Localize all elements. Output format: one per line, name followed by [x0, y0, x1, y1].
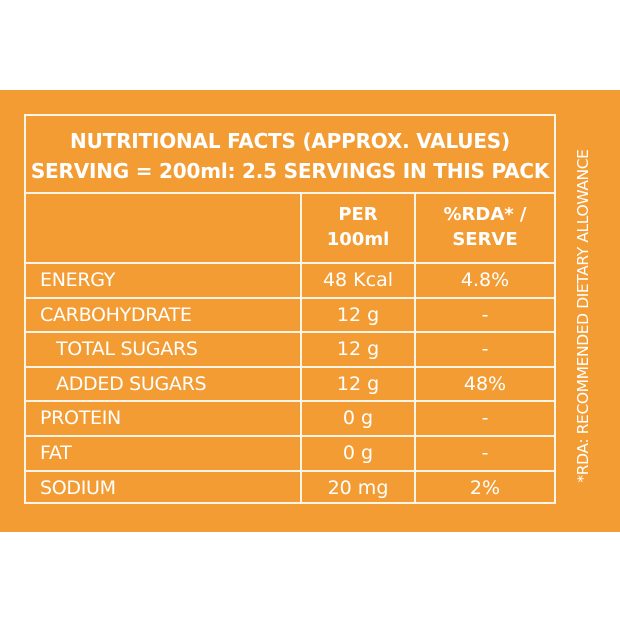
table-row: FAT 0 g - — [26, 437, 554, 472]
nutrient-name: ADDED SUGARS — [56, 372, 207, 395]
column-header-per-100ml: PER 100ml — [302, 202, 414, 252]
nutrition-label-panel: NUTRITIONAL FACTS (APPROX. VALUES) SERVI… — [0, 90, 620, 532]
nutrient-name: SODIUM — [40, 476, 116, 499]
table-row: ENERGY 48 Kcal 4.8% — [26, 264, 554, 299]
column-header-rda-line1: %RDA* / — [443, 204, 527, 225]
nutrient-name: CARBOHYDRATE — [40, 303, 192, 326]
table-row: PROTEIN 0 g - — [26, 402, 554, 437]
column-divider — [414, 194, 416, 502]
rda-footnote-text: *RDA: RECOMMENDED DIETARY ALLOWANCE — [574, 149, 592, 483]
per-100ml-value: 0 g — [342, 407, 374, 430]
nutrient-rows: ENERGY 48 Kcal 4.8% CARBOHYDRATE 12 g - … — [26, 264, 554, 506]
rda-value: - — [481, 407, 489, 430]
column-divider — [300, 194, 302, 502]
rda-value: 2% — [469, 476, 501, 499]
per-100ml-value: 12 g — [336, 303, 380, 326]
table-row: SODIUM 20 mg 2% — [26, 472, 554, 507]
nutrient-name: PROTEIN — [40, 407, 121, 430]
table-row: TOTAL SUGARS 12 g - — [26, 333, 554, 368]
per-100ml-value: 20 mg — [327, 476, 389, 499]
rda-value: - — [481, 338, 489, 361]
column-header-rda: %RDA* / SERVE — [416, 202, 554, 252]
column-header-row: PER 100ml %RDA* / SERVE — [26, 194, 554, 264]
rda-value: - — [481, 303, 489, 326]
nutrient-name: FAT — [40, 441, 72, 464]
per-100ml-value: 12 g — [336, 338, 380, 361]
column-header-rda-line2: SERVE — [452, 229, 518, 250]
table-row: ADDED SUGARS 12 g 48% — [26, 368, 554, 403]
column-header-per-100ml-line2: 100ml — [326, 229, 390, 250]
nutrient-name: ENERGY — [40, 269, 116, 291]
per-100ml-value: 48 Kcal — [322, 269, 394, 291]
per-100ml-value: 0 g — [342, 441, 374, 464]
nutrient-name: TOTAL SUGARS — [56, 338, 198, 361]
table-row: CARBOHYDRATE 12 g - — [26, 299, 554, 334]
heading-serving-info: SERVING = 200ml: 2.5 SERVINGS IN THIS PA… — [30, 159, 550, 183]
rda-value: 4.8% — [460, 269, 510, 291]
rda-value: 48% — [463, 372, 507, 395]
rda-value: - — [481, 441, 489, 464]
column-header-per-100ml-line1: PER — [338, 204, 378, 225]
per-100ml-value: 12 g — [336, 372, 380, 395]
nutrition-table: NUTRITIONAL FACTS (APPROX. VALUES) SERVI… — [24, 114, 556, 504]
table-heading: NUTRITIONAL FACTS (APPROX. VALUES) SERVI… — [26, 116, 554, 194]
heading-title: NUTRITIONAL FACTS (APPROX. VALUES) — [70, 129, 510, 153]
